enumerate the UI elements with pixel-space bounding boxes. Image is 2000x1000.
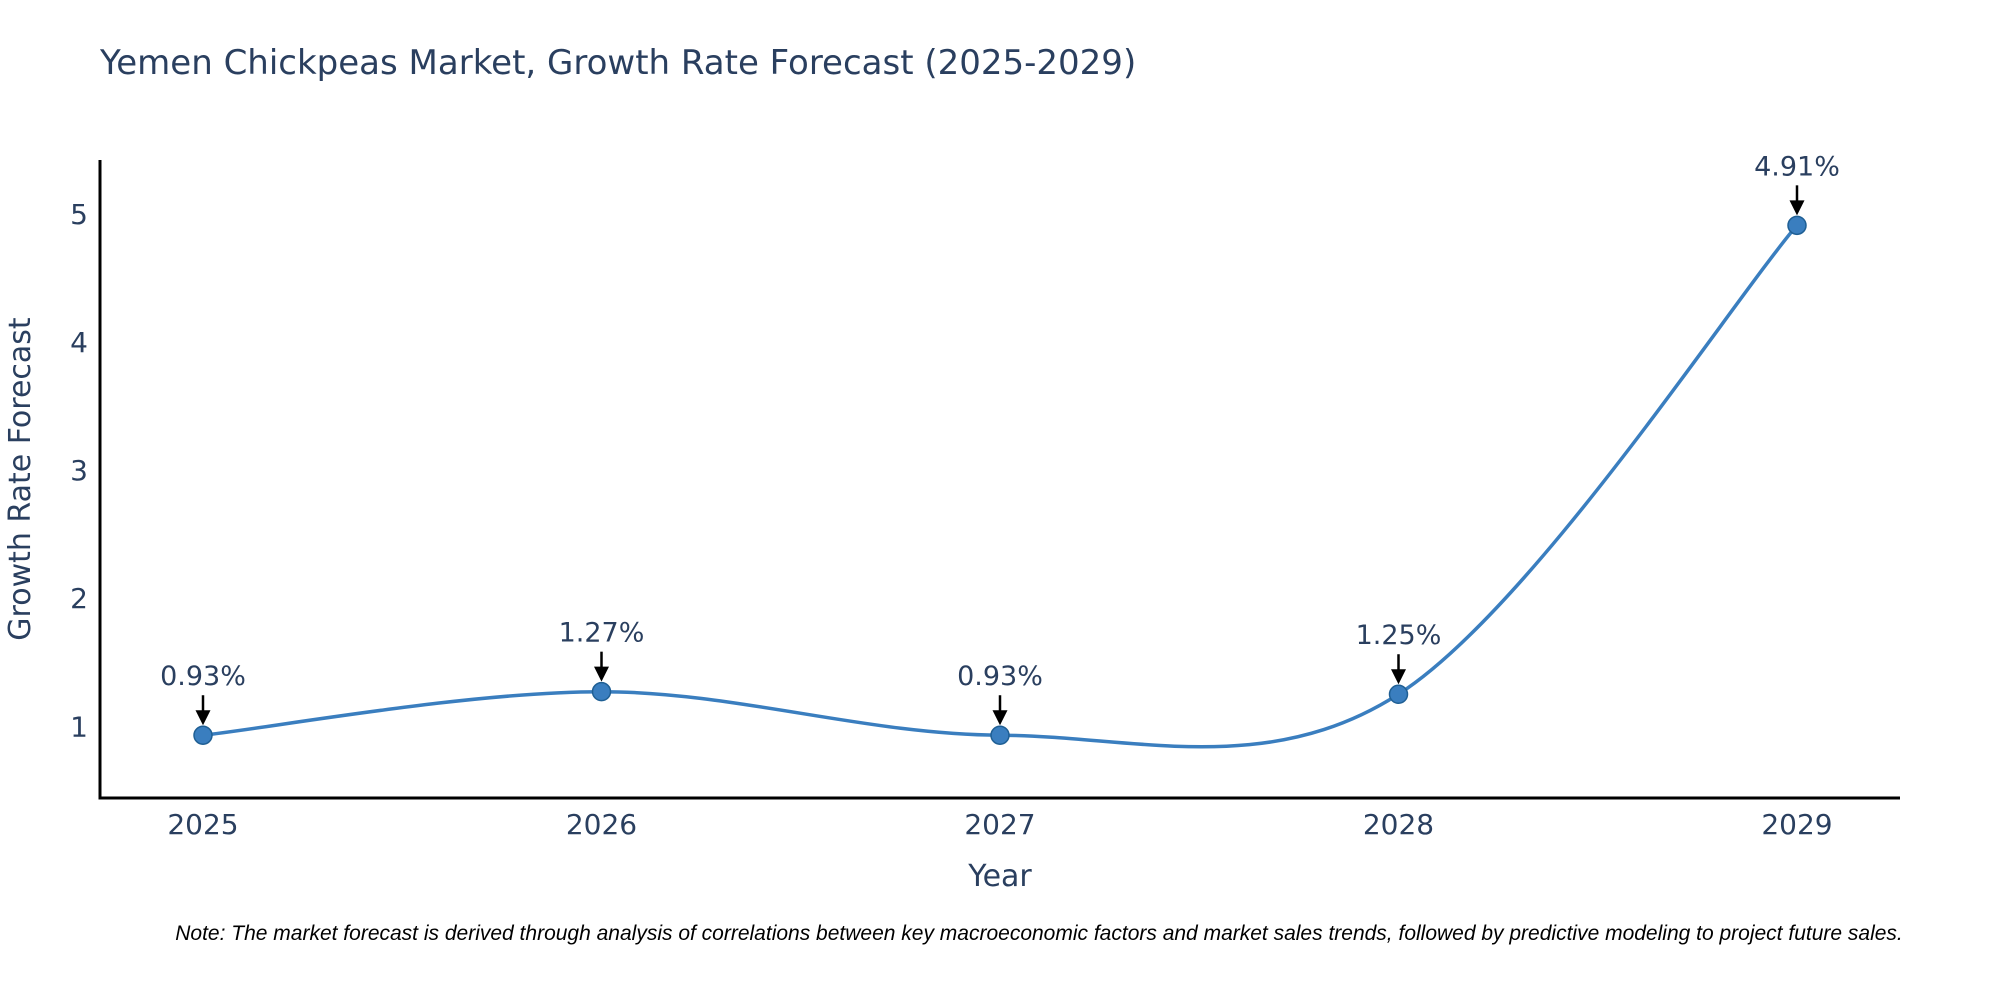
y-tick-label: 4 xyxy=(70,326,88,359)
point-annotation: 1.25% xyxy=(1356,620,1442,651)
x-tick-label: 2027 xyxy=(964,808,1035,841)
y-tick-label: 5 xyxy=(70,198,88,231)
chart-title: Yemen Chickpeas Market, Growth Rate Fore… xyxy=(99,43,1136,83)
point-annotation: 0.93% xyxy=(957,661,1043,692)
y-tick-label: 1 xyxy=(70,710,88,743)
y-tick-label: 3 xyxy=(70,454,88,487)
y-axis-title: Growth Rate Forecast xyxy=(3,317,38,641)
annotation-arrowhead xyxy=(594,666,609,682)
annotation-arrowhead xyxy=(1789,200,1805,216)
x-tick-label: 2029 xyxy=(1761,808,1832,841)
data-point-marker[interactable] xyxy=(591,681,612,702)
annotation-arrowhead xyxy=(1391,669,1406,685)
data-point-marker[interactable] xyxy=(990,725,1010,745)
x-tick-label: 2026 xyxy=(566,808,637,841)
x-axis-title: Year xyxy=(967,859,1032,894)
y-tick-label: 2 xyxy=(70,582,88,615)
data-point-marker[interactable] xyxy=(193,725,213,745)
data-point-marker[interactable] xyxy=(1787,215,1807,236)
series-line xyxy=(201,223,1799,749)
plot-area: 1 2 3 4 5 2025 2026 2027 2028 2029 0.93% 1.27% 0.93%… xyxy=(70,151,1900,841)
annotation-arrowhead xyxy=(195,710,211,726)
data-point-marker[interactable] xyxy=(1388,684,1409,704)
footnote: Note: The market forecast is derived thr… xyxy=(175,922,1903,945)
point-annotation: 4.91% xyxy=(1754,151,1840,182)
point-annotation: 1.27% xyxy=(559,618,645,649)
x-tick-label: 2025 xyxy=(167,808,238,841)
point-annotation: 0.93% xyxy=(160,661,246,692)
x-tick-label: 2028 xyxy=(1363,808,1434,841)
annotation-arrowhead xyxy=(992,710,1008,726)
